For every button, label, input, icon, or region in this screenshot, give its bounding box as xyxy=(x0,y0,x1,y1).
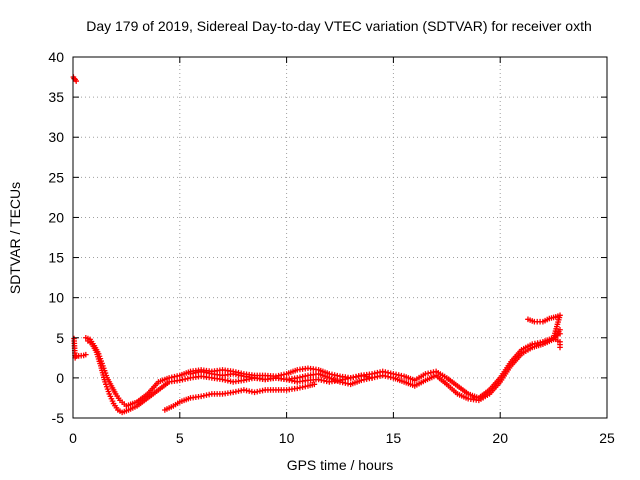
y-tick-label: 25 xyxy=(48,169,64,185)
x-axis-label: GPS time / hours xyxy=(287,457,394,473)
series-track-3 xyxy=(162,381,318,413)
data-point xyxy=(557,326,563,333)
x-tick-label: 5 xyxy=(176,430,184,446)
data-point xyxy=(73,78,80,84)
y-tick-label: 0 xyxy=(56,370,64,386)
y-tick-label: -5 xyxy=(52,410,65,426)
chart-title: Day 179 of 2019, Sidereal Day-to-day VTE… xyxy=(86,18,592,34)
x-tick-label: 15 xyxy=(386,430,402,446)
grid-layer xyxy=(73,57,607,418)
data-point xyxy=(83,351,89,358)
series-early-high xyxy=(70,74,80,84)
y-tick-label: 20 xyxy=(48,209,64,225)
y-tick-label: 30 xyxy=(48,129,64,145)
data-points xyxy=(70,74,563,416)
plot-frame xyxy=(72,56,608,419)
y-axis-label: SDTVAR / TECUs xyxy=(7,182,23,294)
data-point xyxy=(557,344,563,351)
axis-ticks xyxy=(72,56,608,419)
series-track-5 xyxy=(525,312,563,351)
series-early-low xyxy=(71,335,89,361)
x-tick-label: 0 xyxy=(69,430,77,446)
x-tick-label: 25 xyxy=(599,430,615,446)
y-tick-label: 5 xyxy=(56,330,64,346)
y-tick-label: 15 xyxy=(48,250,64,266)
data-point xyxy=(369,375,375,381)
x-tick-label: 20 xyxy=(492,430,508,446)
y-tick-label: 35 xyxy=(48,89,64,105)
y-tick-label: 10 xyxy=(48,290,64,306)
x-tick-label: 10 xyxy=(279,430,295,446)
y-tick-label: 40 xyxy=(48,49,64,65)
series-track-4 xyxy=(187,368,375,385)
series-track-1 xyxy=(83,330,563,409)
data-point xyxy=(311,381,318,388)
